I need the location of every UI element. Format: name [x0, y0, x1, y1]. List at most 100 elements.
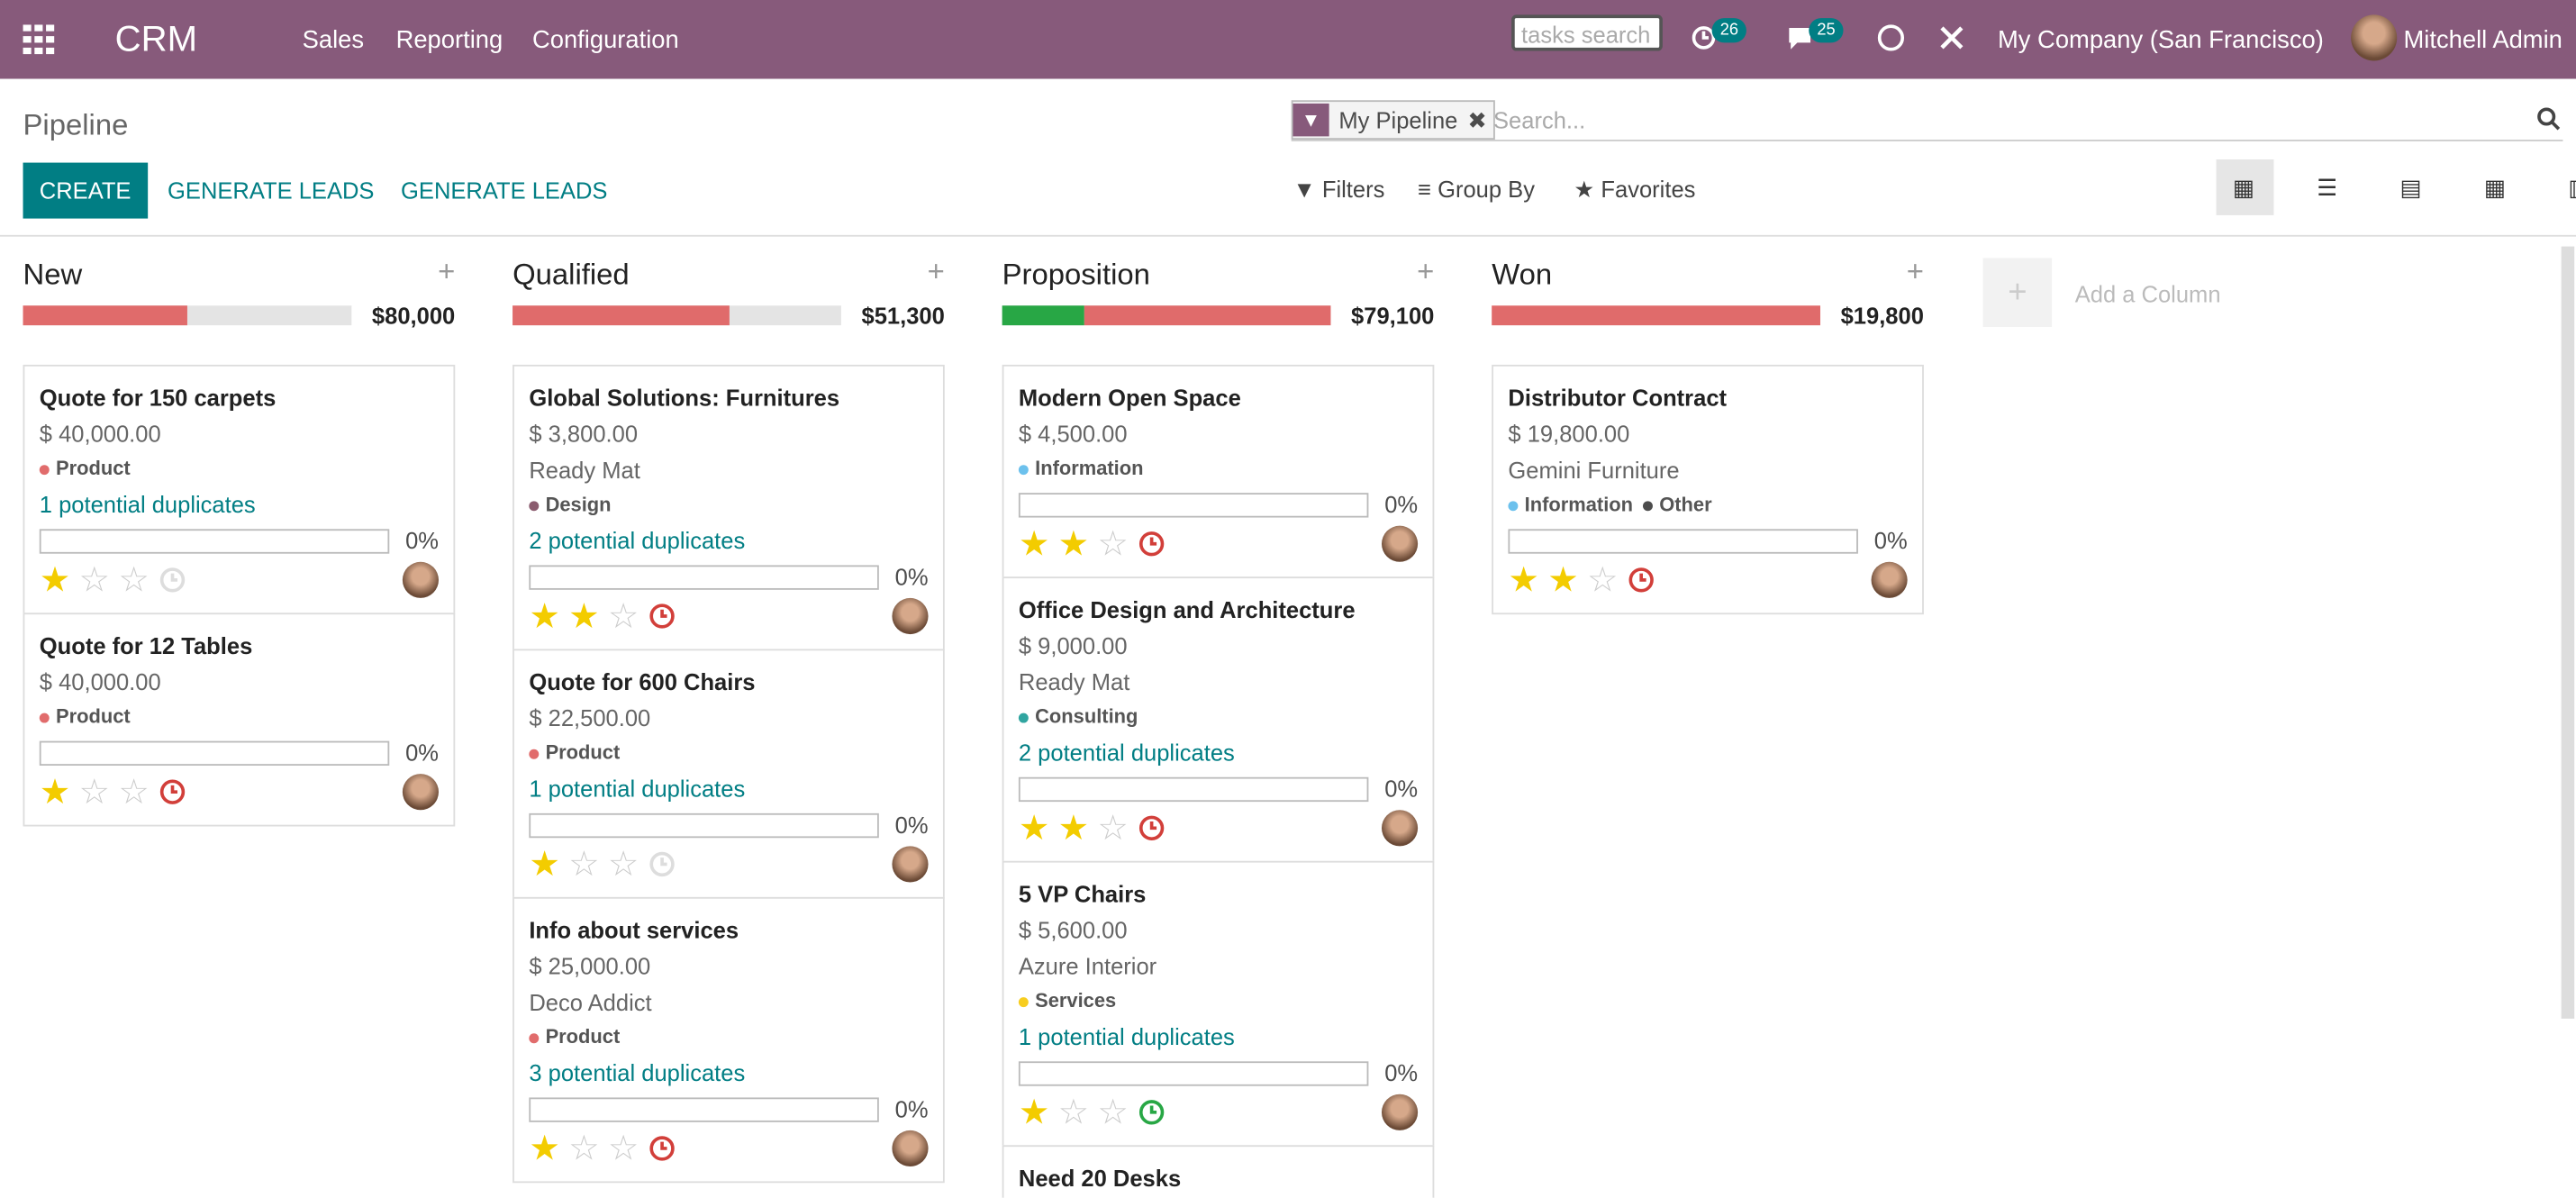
assignee-avatar[interactable]	[1381, 810, 1419, 847]
column-add[interactable]: +	[438, 254, 456, 288]
voip-icon[interactable]	[1876, 23, 1906, 53]
card[interactable]: Need 20 Desks	[1002, 1145, 1435, 1198]
assignee-avatar[interactable]	[892, 846, 929, 883]
priority[interactable]: ★ ☆ ☆	[529, 1128, 647, 1169]
duplicates[interactable]: 1 potential duplicates	[529, 775, 746, 803]
star[interactable]: ★	[568, 597, 600, 635]
scrollbar[interactable]	[2561, 246, 2575, 1019]
activity[interactable]	[158, 565, 187, 594]
column-add[interactable]: +	[927, 254, 945, 288]
priority[interactable]: ★ ☆ ☆	[1019, 1092, 1137, 1133]
user[interactable]: Mitchell Admin	[2403, 26, 2562, 55]
priority[interactable]: ★ ★ ☆	[1019, 523, 1137, 565]
card[interactable]: Quote for 150 carpets $ 40,000.00 Product 1…	[23, 364, 456, 615]
star[interactable]: ☆	[568, 845, 600, 884]
duplicates[interactable]: 2 potential duplicates	[529, 527, 746, 554]
assignee-avatar[interactable]	[1381, 525, 1419, 562]
activity[interactable]	[1137, 813, 1166, 843]
duplicates[interactable]: 1 potential duplicates	[1018, 1023, 1235, 1050]
assignee-avatar[interactable]	[402, 561, 440, 598]
filters[interactable]: ▼ Filters	[1293, 176, 1385, 203]
star[interactable]: ☆	[1097, 524, 1129, 563]
assignee-avatar[interactable]	[402, 774, 440, 811]
card[interactable]: Modern Open Space $ 4,500.00 Information 0%…	[1002, 364, 1435, 579]
app-name[interactable]: CRM	[114, 18, 198, 59]
star[interactable]: ☆	[1586, 560, 1619, 599]
add-column[interactable]: Add a Column	[2074, 280, 2221, 308]
priority[interactable]: ★ ☆ ☆	[529, 844, 647, 885]
star[interactable]: ☆	[1057, 1093, 1089, 1131]
progress-segment[interactable]	[512, 305, 730, 326]
priority[interactable]: ★ ★ ☆	[529, 595, 647, 637]
generate-leads-button[interactable]: GENERATE LEADS	[168, 177, 375, 204]
star[interactable]: ☆	[1097, 809, 1129, 848]
star[interactable]: ★	[529, 1130, 560, 1167]
progress-segment[interactable]	[1002, 305, 1084, 326]
star[interactable]: ★	[1057, 524, 1089, 563]
activity[interactable]	[1627, 565, 1656, 594]
assignee-avatar[interactable]	[1381, 1094, 1419, 1130]
assignee-avatar[interactable]	[892, 597, 929, 635]
priority[interactable]: ★ ☆ ☆	[40, 559, 158, 601]
star[interactable]: ★	[39, 560, 71, 599]
card[interactable]: Quote for 12 Tables $ 40,000.00 Product 0% ★…	[23, 613, 456, 827]
star[interactable]: ☆	[78, 560, 110, 599]
facet[interactable]: ▼ My Pipeline ✖	[1291, 100, 1495, 141]
star[interactable]: ★	[1547, 560, 1579, 599]
star[interactable]: ★	[1508, 560, 1539, 599]
menu[interactable]: Configuration	[531, 26, 679, 55]
debug-icon[interactable]	[1940, 26, 1964, 50]
priority[interactable]: ★ ☆ ☆	[40, 771, 158, 812]
create-button[interactable]: CREATE	[23, 162, 148, 219]
generate-leads-button[interactable]: GENERATE LEADS	[401, 177, 608, 204]
card[interactable]: Office Design and Architecture $ 9,000.00…	[1002, 576, 1435, 863]
duplicates[interactable]: 3 potential duplicates	[529, 1059, 746, 1086]
star[interactable]: ☆	[607, 1130, 639, 1167]
star[interactable]: ☆	[78, 773, 110, 812]
search-bar[interactable]	[1291, 100, 2563, 141]
kanban-view[interactable]	[2216, 159, 2274, 215]
priority[interactable]: ★ ★ ☆	[1508, 559, 1626, 601]
activity[interactable]	[648, 1134, 677, 1164]
search-input[interactable]: Search...	[1493, 106, 1586, 133]
card[interactable]: 5 VP Chairs $ 5,600.00 Azure Interior Servi…	[1002, 860, 1435, 1148]
progress-segment[interactable]	[1084, 305, 1331, 326]
card[interactable]: Global Solutions: Furnitures $ 3,800.00 Re…	[512, 364, 945, 651]
star[interactable]: ★	[529, 597, 560, 635]
user-avatar[interactable]	[2351, 14, 2398, 61]
assignee-avatar[interactable]	[892, 1130, 929, 1167]
star[interactable]: ☆	[1097, 1093, 1129, 1131]
messages-icon[interactable]	[1786, 24, 1814, 50]
view-switcher[interactable]: ▦☰▤▦▥◷	[2232, 174, 2576, 201]
priority[interactable]: ★ ★ ☆	[1019, 807, 1137, 849]
star[interactable]: ★	[1057, 809, 1089, 848]
activity[interactable]	[1137, 529, 1166, 558]
search-icon[interactable]	[2536, 107, 2561, 132]
star[interactable]: ★	[1018, 809, 1050, 848]
star[interactable]: ☆	[607, 597, 639, 635]
card[interactable]: Distributor Contract $ 19,800.00 Gemini Fu…	[1492, 364, 1924, 615]
favorites[interactable]: ★ Favorites	[1574, 176, 1696, 203]
activity[interactable]	[1137, 1097, 1166, 1127]
apps-icon[interactable]	[23, 24, 56, 55]
star[interactable]: ★	[529, 845, 560, 884]
column-add[interactable]: +	[1906, 254, 1924, 288]
star[interactable]: ☆	[607, 845, 639, 884]
progress-segment[interactable]	[1492, 305, 1820, 326]
star[interactable]: ★	[1018, 1093, 1050, 1131]
card[interactable]: Quote for 600 Chairs $ 22,500.00 Product 1 …	[512, 649, 945, 899]
column-add[interactable]: +	[1417, 254, 1435, 288]
star[interactable]: ★	[39, 773, 71, 812]
menu[interactable]: Reporting	[395, 26, 503, 55]
star[interactable]: ☆	[568, 1130, 600, 1167]
duplicates[interactable]: 2 potential duplicates	[1018, 739, 1235, 766]
activity[interactable]	[648, 849, 677, 879]
activity[interactable]	[648, 602, 677, 631]
tasks-search[interactable]: tasks search	[1511, 14, 1663, 51]
company[interactable]: My Company (San Francisco)	[1997, 26, 2324, 55]
progress-segment[interactable]	[23, 305, 187, 326]
star[interactable]: ☆	[118, 560, 150, 599]
group-by[interactable]: ≡ Group By	[1418, 176, 1535, 203]
card[interactable]: Info about services $ 25,000.00 Deco Addic…	[512, 896, 945, 1184]
star[interactable]: ★	[1018, 524, 1050, 563]
